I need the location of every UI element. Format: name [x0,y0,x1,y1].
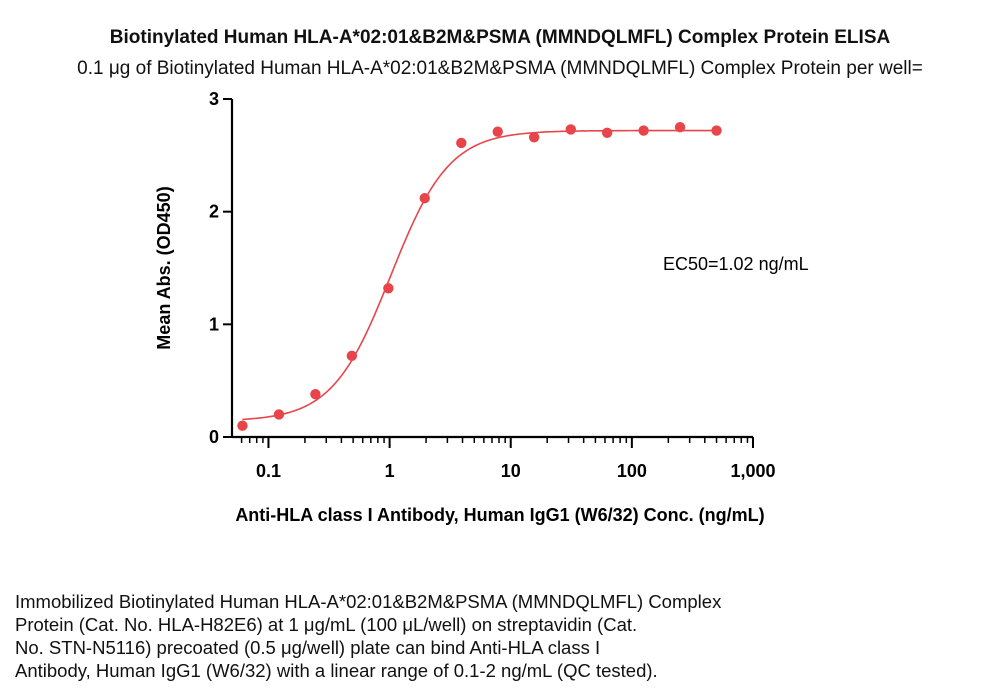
x-tick-label: 10 [501,461,521,481]
chart-title: Biotinylated Human HLA-A*02:01&B2M&PSMA … [109,27,891,48]
y-tick-label: 0 [209,427,219,447]
data-point [638,125,649,136]
data-point [346,350,358,362]
caption-line: Antibody, Human IgG1 (W6/32) with a line… [15,660,658,681]
y-tick-label: 1 [209,314,219,334]
data-point [674,121,686,133]
ec50-annotation: EC50=1.02 ng/mL [663,254,809,274]
data-point [601,127,613,138]
axes: 0 1 2 3 0.1 1 10 100 1,000 [209,89,776,481]
data-point [565,124,576,135]
y-axis-label: Mean Abs. (OD450) [154,186,174,349]
x-tick-label: 1 [385,461,395,481]
x-tick-label: 1,000 [730,461,775,481]
data-points [237,121,722,431]
data-point [237,420,248,431]
fit-curve [242,129,717,421]
data-point [419,192,430,204]
data-point [273,409,285,420]
caption-line: Protein (Cat. No. HLA-H82E6) at 1 μg/mL … [15,614,638,635]
elisa-chart: 0 1 2 3 0.1 1 10 100 1,000 Mean Abs. (OD450) Ant… [154,89,809,525]
chart-subtitle: 0.1 μg of Biotinylated Human HLA-A*02:01… [77,58,923,79]
caption-line: No. STN-N5116) precoated (0.5 μg/well) p… [15,637,601,658]
x-axis-label: Anti-HLA class I Antibody, Human IgG1 (W… [235,505,764,525]
data-point [711,125,722,136]
data-point [383,283,394,294]
y-tick-label: 2 [209,202,219,222]
caption: Immobilized Biotinylated Human HLA-A*02:… [15,590,915,682]
caption-line: Immobilized Biotinylated Human HLA-A*02:… [15,591,722,612]
data-point [528,132,540,143]
data-point [456,137,467,149]
data-point [310,388,321,400]
y-tick-label: 3 [209,89,219,109]
x-tick-label: 0.1 [256,461,281,481]
x-tick-label: 100 [617,461,647,481]
data-point [492,126,503,137]
